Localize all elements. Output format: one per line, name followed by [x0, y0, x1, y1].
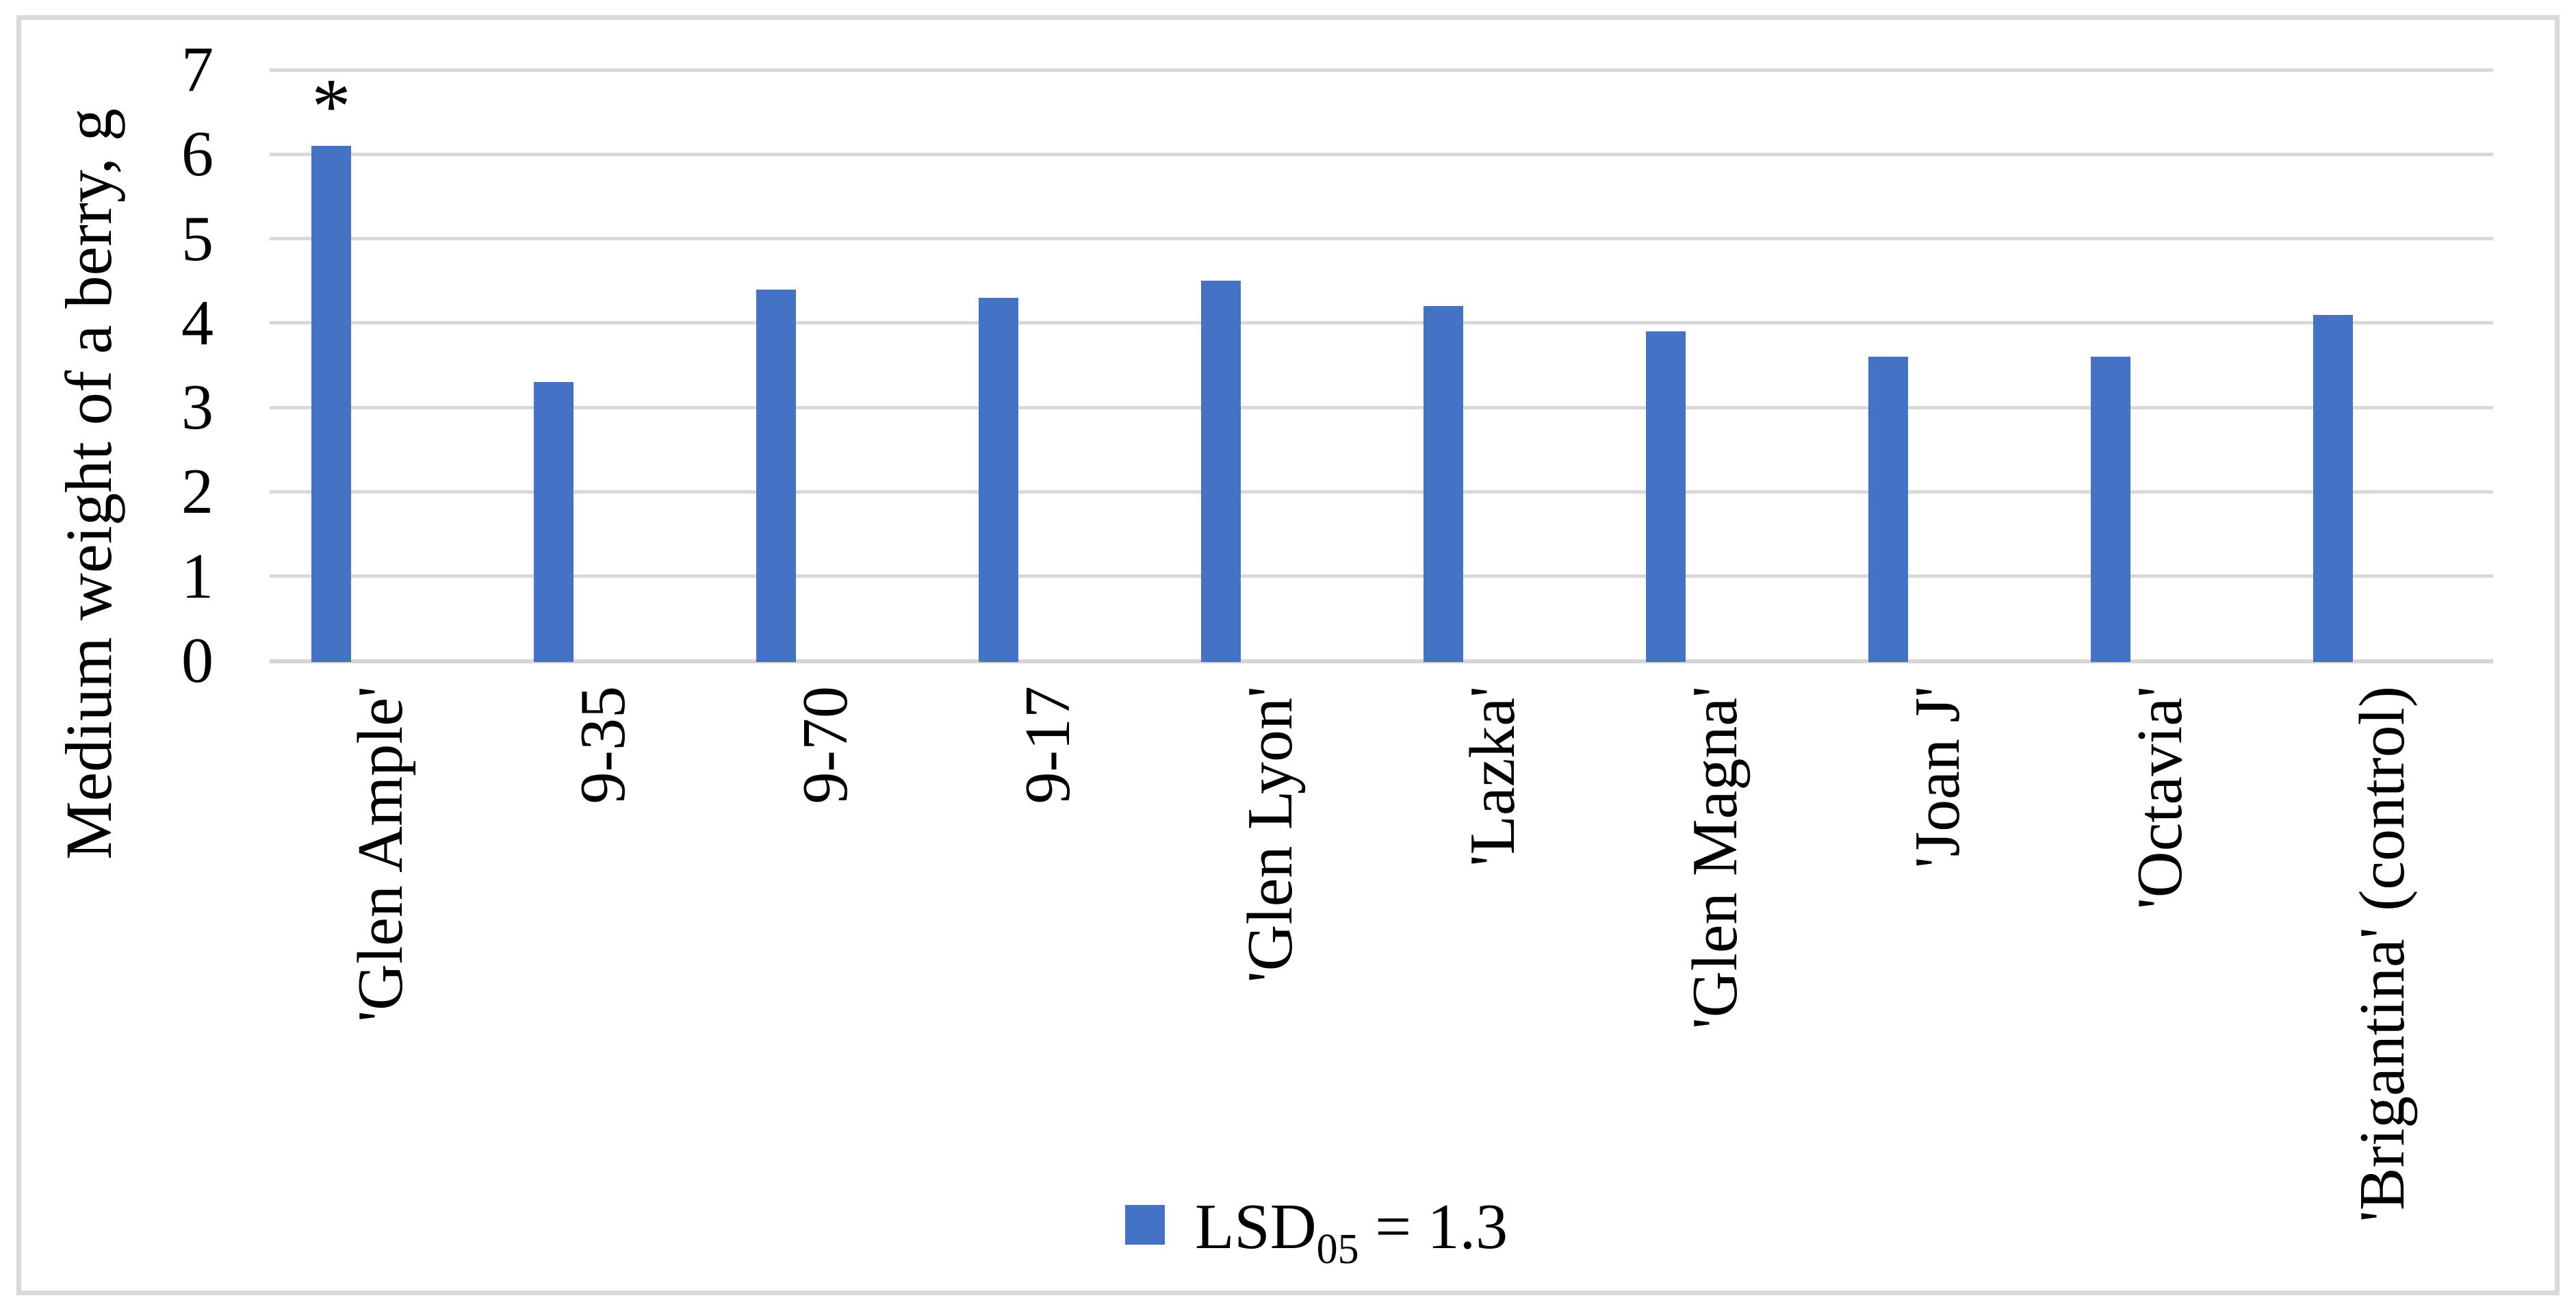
- category-label-text: 'Glen Lyon': [1235, 686, 1306, 983]
- gridline: [270, 68, 2493, 72]
- gridline: [270, 321, 2493, 325]
- bar-7: [1868, 357, 1908, 662]
- bar-9: [2313, 315, 2353, 662]
- y-tick-label: 5: [181, 203, 214, 275]
- y-tick-label: 6: [181, 118, 214, 190]
- category-label-text: 9-35: [567, 686, 639, 804]
- category-label-text: 'Glen Magna': [1679, 686, 1751, 1030]
- bar-6: [1646, 331, 1686, 662]
- y-tick-label: 3: [181, 372, 214, 443]
- legend-color-swatch: [1125, 1205, 1165, 1245]
- gridline: [270, 574, 2493, 578]
- y-tick-label: 7: [181, 34, 214, 105]
- legend-label-main: LSD: [1195, 1191, 1317, 1262]
- bar-1: [534, 382, 574, 662]
- y-tick-label: 0: [181, 625, 214, 696]
- gridline: [270, 659, 2493, 663]
- figure-border: [16, 15, 2560, 1295]
- gridline: [270, 406, 2493, 409]
- category-label-text: 'Octavia': [2124, 686, 2195, 910]
- category-label-text: 'Joan J': [1902, 686, 1973, 869]
- legend-label: LSD05 = 1.3: [1195, 1193, 1508, 1284]
- significance-asterisk: *: [311, 63, 351, 150]
- category-label-text: 9-70: [790, 686, 861, 804]
- gridline: [270, 490, 2493, 494]
- y-tick-label: 4: [181, 288, 214, 359]
- legend: LSD05 = 1.3: [1125, 1193, 1508, 1284]
- legend-label-subscript: 05: [1316, 1226, 1359, 1273]
- category-label-text: 'Brigantina' (control): [2347, 686, 2418, 1223]
- bar-8: [2091, 357, 2130, 662]
- bar-5: [1424, 306, 1463, 662]
- bar-2: [756, 290, 796, 662]
- gridline: [270, 153, 2493, 156]
- category-label-text: 9-17: [1012, 686, 1083, 804]
- y-tick-label: 2: [181, 456, 214, 527]
- bar-3: [979, 298, 1018, 662]
- bar-0: [311, 146, 351, 662]
- gridline: [270, 237, 2493, 240]
- bar-4: [1201, 281, 1241, 662]
- y-tick-label: 1: [181, 541, 214, 612]
- legend-label-value: = 1.3: [1358, 1191, 1508, 1262]
- category-label-text: 'Lazka': [1457, 686, 1528, 867]
- category-label-text: 'Glen Ample': [345, 686, 416, 1022]
